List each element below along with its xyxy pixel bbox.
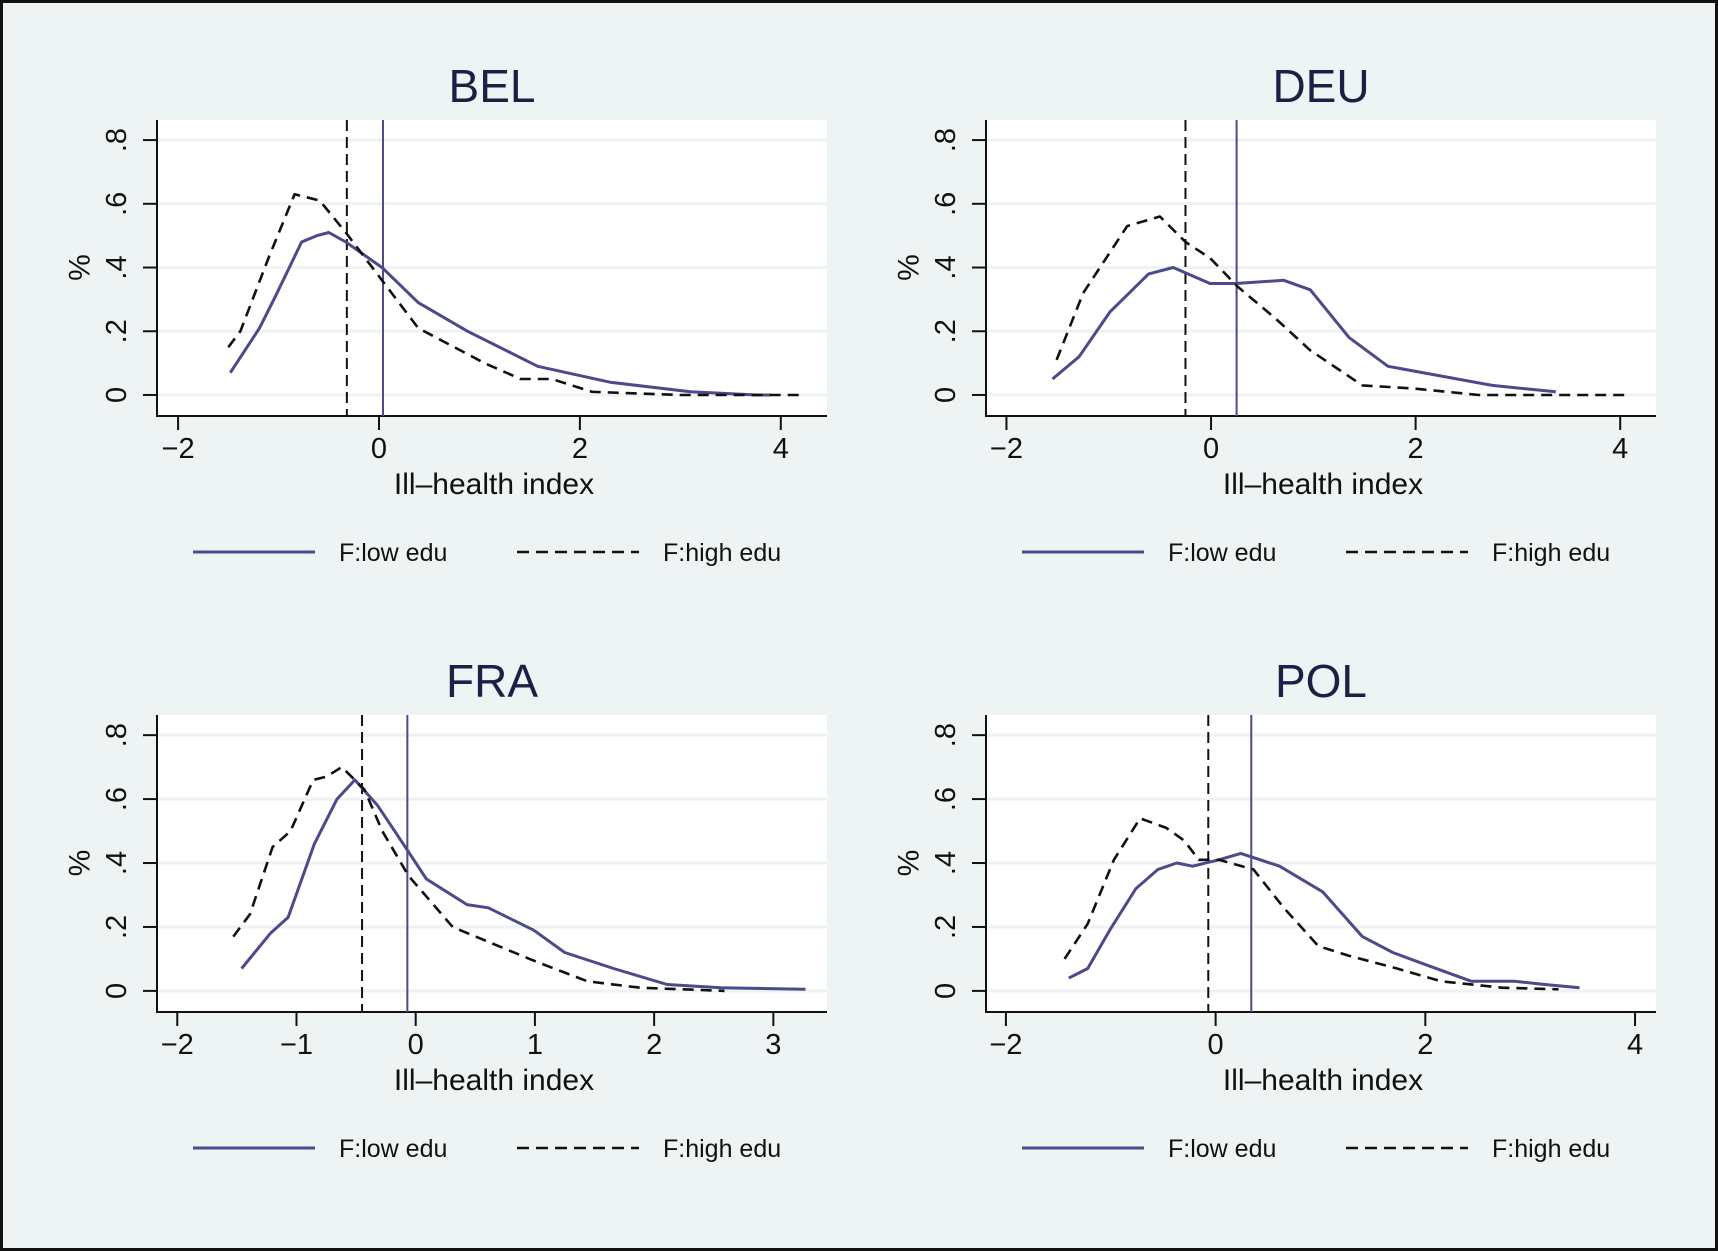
legend-label-low-edu: F:low edu [339,1135,447,1163]
x-tick-label: 4 [773,433,789,465]
legend-label-high-edu: F:high edu [663,1135,781,1163]
y-tick-label: 0 [930,983,962,999]
legend-label-high-edu: F:high edu [1492,1135,1610,1163]
y-axis-title: % [64,850,97,877]
x-tick-label: 4 [1612,433,1628,465]
legend-label-high-edu: F:high edu [663,539,781,567]
series-line-low-edu [229,231,771,397]
panel-fra: FRA 0 .2 .4 .6 .8% −2 −1 0 1 2 3 Ill–health index F:l… [64,655,827,1163]
y-tick-label: .8 [930,723,962,747]
y-axis-title: % [64,254,97,281]
x-tick-label: −2 [161,1029,194,1061]
y-axis-title: % [893,254,926,281]
y-tick-label: .2 [930,319,962,343]
x-tick-label: 2 [1408,433,1424,465]
x-tick-label: 4 [1627,1029,1643,1061]
y-tick-label: .2 [101,915,133,939]
series-line-low-edu [1068,851,1580,990]
y-tick-label: .2 [101,319,133,343]
x-axis-title: Ill–health index [394,468,594,501]
y-axis-title: % [893,850,926,877]
y-tick-label: 0 [101,387,133,403]
x-axis-title: Ill–health index [394,1064,594,1097]
x-tick-label: 2 [1417,1029,1433,1061]
panel-bel: BEL 0 .2 .4 .6 .8% −2 0 2 4 Ill–health index F:low … [64,60,827,567]
y-tick-label: .6 [930,787,962,811]
x-tick-label: −2 [989,1029,1022,1061]
y-tick-label: .4 [930,851,962,875]
y-tick-label: 0 [930,387,962,403]
x-axis-title: Ill–health index [1223,468,1423,501]
y-tick-label: .4 [930,255,962,279]
x-tick-label: 2 [572,433,588,465]
legend-label-low-edu: F:low edu [339,539,447,567]
x-tick-label: 3 [765,1029,781,1061]
series-line-high-edu [1055,215,1630,397]
panel-pol: POL 0 .2 .4 .6 .8% −2 0 2 4 Ill–health index F:low … [893,655,1656,1163]
x-tick-label: −2 [990,433,1023,465]
y-tick-label: 0 [101,983,133,999]
y-tick-label: .6 [101,787,133,811]
y-tick-label: .4 [101,255,133,279]
x-axis-title: Ill–health index [1223,1064,1423,1097]
y-tick-label: .6 [930,192,962,216]
panel-title: POL [1275,655,1367,707]
y-tick-label: .6 [101,192,133,216]
y-tick-label: .4 [101,851,133,875]
series-line-high-edu [232,765,725,993]
x-tick-label: −1 [280,1029,313,1061]
x-tick-label: 1 [527,1029,543,1061]
x-tick-label: 0 [1208,1029,1224,1061]
y-tick-label: .8 [101,128,133,152]
panel-title: DEU [1272,60,1369,112]
series-line-low-edu [1051,266,1556,394]
x-tick-label: −2 [162,433,195,465]
y-tick-label: .2 [930,915,962,939]
legend-label-high-edu: F:high edu [1492,539,1610,567]
panel-deu: DEU 0 .2 .4 .6 .8% −2 0 2 4 Ill–health index F:low … [893,60,1656,567]
legend-label-low-edu: F:low edu [1168,1135,1276,1163]
x-tick-label: 0 [371,433,387,465]
series-line-high-edu [1063,817,1559,991]
y-tick-label: .8 [101,723,133,747]
legend-label-low-edu: F:low edu [1168,539,1276,567]
panel-title: FRA [446,655,538,707]
x-tick-label: 0 [408,1029,424,1061]
x-tick-label: 2 [646,1029,662,1061]
series-line-high-edu [227,192,801,397]
panel-title: BEL [449,60,536,112]
series-line-low-edu [240,778,806,991]
x-tick-label: 0 [1203,433,1219,465]
y-tick-label: .8 [930,128,962,152]
